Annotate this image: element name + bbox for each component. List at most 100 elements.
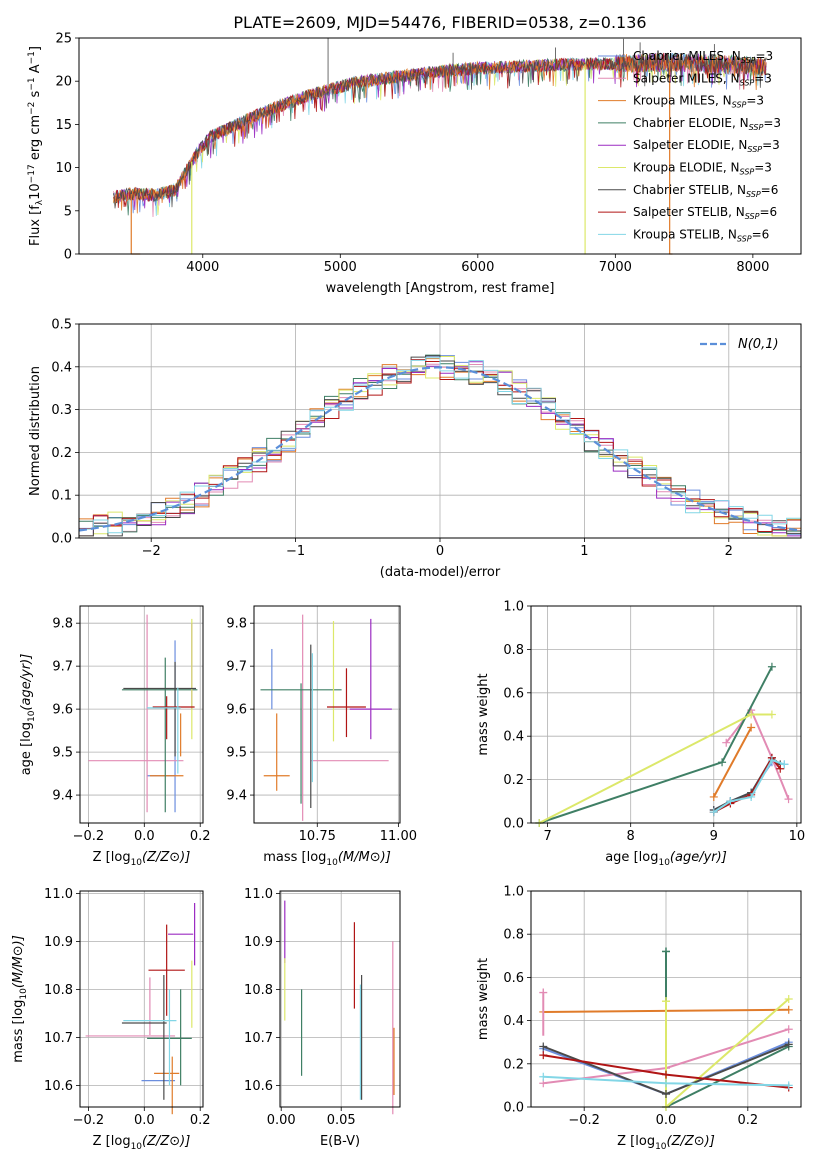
weight-marker [767, 710, 776, 719]
y-axis-label: Normed distribution [28, 366, 43, 496]
y-tick-label: 9.8 [226, 617, 247, 632]
x-tick-label: 0.2 [190, 1113, 211, 1128]
y-tick-label: 10.9 [44, 935, 73, 950]
y-tick-label: 10.7 [44, 1031, 73, 1046]
y-tick-label: 10.6 [44, 1079, 73, 1094]
y-tick-label: 9.4 [52, 789, 73, 804]
y-tick-label: 0.0 [503, 817, 524, 832]
legend-label: Chabrier MILES, NSSP=3 [633, 49, 773, 65]
y-tick-label: 9.8 [52, 617, 73, 632]
x-tick-label: 8000 [736, 260, 769, 275]
weight-marker [539, 1042, 548, 1051]
residuals-panel: −2 −1 0 1 2 0.0 0.1 0.2 0.3 0.4 0.5 N(0,1) (data-mod… [28, 318, 802, 580]
weight-marker [784, 995, 793, 1003]
weight-marker [767, 662, 776, 671]
y-tick-label: 0.5 [51, 318, 72, 333]
y-tick-label: 25 [55, 32, 72, 47]
y-tick-label: 1.0 [503, 600, 524, 615]
x-axis-label: Z [log10(Z/Z⊙)] [617, 1134, 715, 1152]
weight-marker [780, 760, 789, 769]
x-tick-label: 0.0 [134, 829, 155, 844]
weight-marker [709, 808, 718, 817]
y-tick-label: 0 [64, 248, 72, 263]
x-tick-label: −0.2 [73, 1113, 105, 1128]
axes-frame [253, 605, 401, 824]
y-tick-label: 9.6 [226, 703, 247, 718]
weight-marker [662, 1070, 670, 1079]
y-tick-label: 10.8 [244, 983, 273, 998]
legend-label: Kroupa STELIB, NSSP=6 [633, 227, 769, 243]
axes-frame [530, 605, 802, 824]
weight-line [713, 761, 785, 811]
weight-marker [718, 758, 727, 767]
weight-highlight-marker [662, 997, 670, 1006]
x-tick-label: 10.75 [299, 829, 336, 844]
y-tick-label: 9.5 [52, 746, 73, 761]
residual-histogram [79, 359, 801, 532]
x-tick-label: 0.0 [134, 1113, 155, 1128]
legend-label: Salpeter MILES, NSSP=3 [633, 71, 772, 87]
legend-label: Chabrier ELODIE, NSSP=3 [633, 116, 781, 132]
y-tick-label: 9.5 [226, 746, 247, 761]
y-tick-label: 0.8 [503, 928, 524, 943]
weight-marker [539, 1051, 548, 1060]
x-tick-label: 6000 [461, 260, 494, 275]
x-tick-label: 11.00 [380, 829, 417, 844]
weight-marker [747, 723, 756, 732]
x-tick-label: 1 [580, 544, 588, 559]
weight-marker [784, 1040, 793, 1049]
y-tick-label: 11.0 [44, 887, 73, 902]
y-tick-label: 5 [64, 204, 72, 219]
y-tick-label: 10.6 [244, 1079, 273, 1094]
axes-frame [78, 323, 802, 539]
x-tick-label: 5000 [324, 260, 357, 275]
y-tick-label: 0.3 [51, 403, 72, 418]
y-tick-label: 0.1 [51, 489, 72, 504]
y-tick-label: 10.9 [244, 935, 273, 950]
legend-label: Kroupa ELODIE, NSSP=3 [633, 161, 772, 177]
y-tick-label: 0.2 [503, 1057, 524, 1072]
weight-line [713, 758, 785, 813]
y-tick-label: 9.6 [52, 703, 73, 718]
spectrum-line [113, 52, 767, 209]
legend-label: Salpeter STELIB, NSSP=6 [633, 205, 777, 221]
y-tick-label: 9.4 [226, 789, 247, 804]
y-tick-label: 9.7 [52, 660, 73, 675]
weight-marker [784, 795, 793, 804]
x-axis-label: E(B-V) [320, 1134, 360, 1149]
legend-label: Kroupa MILES, NSSP=3 [633, 94, 764, 110]
axes-frame [78, 37, 802, 255]
age_vs_mass-panel: 10.75 11.00 9.4 9.5 9.6 9.7 9.8 mass [log10(M/M… [226, 605, 417, 868]
x-tick-label: 0.00 [267, 1113, 296, 1128]
weight-marker [767, 756, 776, 765]
weight_vs_Z-panel: −0.2 0.0 0.2 0.0 0.2 0.4 0.6 0.8 1.0 Z [log10(Z/Z… [476, 885, 802, 1152]
y-axis-label: Flux [fλ10−17 erg cm−2 s−1 A−1] [27, 46, 45, 246]
y-tick-label: 0.4 [503, 1014, 524, 1029]
x-tick-label: 10 [789, 829, 806, 844]
weight-marker [747, 792, 756, 801]
mass_vs_Z-panel: −0.2 0.0 0.2 10.6 10.7 10.8 10.9 11.0 Z [log10(Z… [11, 887, 211, 1152]
x-tick-label: 0.0 [656, 1113, 677, 1128]
weight-marker [722, 738, 731, 747]
weight-marker [784, 1005, 793, 1014]
mass_vs_EBV-panel: 0.00 0.05 10.6 10.7 10.8 10.9 11.0 E(B-V) [244, 887, 401, 1149]
spectrum-drop [669, 62, 673, 255]
normal-reference-curve [78, 366, 802, 532]
y-axis-label: mass [log10(M/M⊙)] [11, 935, 29, 1063]
y-axis-label: age [log10(age/yr)] [19, 654, 37, 776]
weight-line [712, 727, 753, 798]
legend-label: Salpeter ELODIE, NSSP=3 [633, 138, 780, 154]
x-tick-label: 9 [710, 829, 718, 844]
weight-marker [709, 792, 718, 801]
y-tick-label: 10 [55, 161, 72, 176]
weight-marker [784, 1025, 793, 1034]
x-tick-label: 7 [543, 829, 551, 844]
weight-marker [662, 1079, 670, 1088]
x-tick-label: −2 [142, 544, 161, 559]
y-tick-label: 0.6 [503, 971, 524, 986]
x-axis-label: age [log10(age/yr)] [605, 850, 727, 868]
figure-title: PLATE=2609, MJD=54476, FIBERID=0538, z=0… [233, 13, 646, 32]
x-axis-label: (data-model)/error [380, 565, 501, 580]
weight-highlight-marker [662, 947, 670, 956]
